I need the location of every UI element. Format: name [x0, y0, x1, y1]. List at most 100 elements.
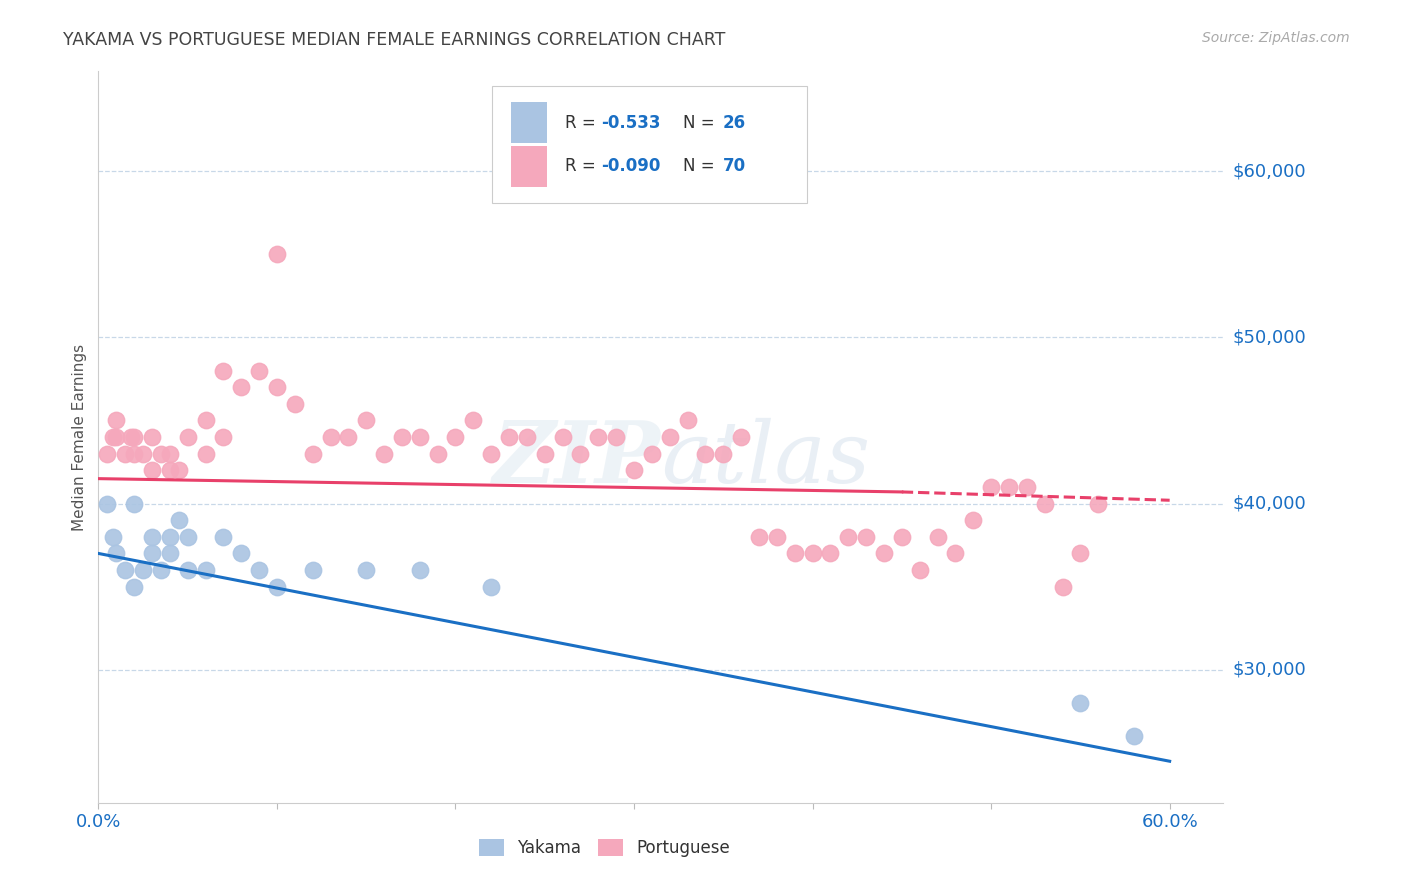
Point: [820, 546, 842, 560]
Point: [141, 463, 163, 477]
Point: [1033, 497, 1056, 511]
Point: [890, 530, 912, 544]
Point: [354, 413, 377, 427]
Point: [373, 447, 395, 461]
Point: [122, 447, 145, 461]
Point: [231, 380, 253, 394]
Point: [176, 563, 198, 577]
Point: [766, 530, 789, 544]
Point: [194, 563, 217, 577]
Point: [730, 430, 752, 444]
Point: [194, 413, 217, 427]
Point: [284, 397, 307, 411]
Point: [212, 363, 235, 377]
Point: [426, 447, 449, 461]
Text: -0.090: -0.090: [602, 158, 661, 176]
Text: N =: N =: [683, 113, 720, 131]
Point: [783, 546, 806, 560]
Text: Source: ZipAtlas.com: Source: ZipAtlas.com: [1202, 31, 1350, 45]
Point: [337, 430, 360, 444]
Point: [409, 563, 432, 577]
Point: [569, 447, 592, 461]
Point: [962, 513, 984, 527]
Point: [141, 430, 163, 444]
Point: [1069, 546, 1091, 560]
Point: [1087, 497, 1109, 511]
Point: [105, 430, 128, 444]
Text: YAKAMA VS PORTUGUESE MEDIAN FEMALE EARNINGS CORRELATION CHART: YAKAMA VS PORTUGUESE MEDIAN FEMALE EARNI…: [63, 31, 725, 49]
Point: [1123, 729, 1146, 743]
Point: [114, 447, 136, 461]
Point: [141, 530, 163, 544]
Point: [159, 546, 181, 560]
Point: [498, 430, 520, 444]
Point: [159, 447, 181, 461]
Text: 26: 26: [723, 113, 745, 131]
Point: [908, 563, 931, 577]
FancyBboxPatch shape: [492, 86, 807, 203]
Point: [159, 530, 181, 544]
Text: R =: R =: [565, 113, 602, 131]
Point: [1069, 696, 1091, 710]
Point: [101, 530, 124, 544]
Point: [96, 497, 118, 511]
Text: $40,000: $40,000: [1232, 494, 1306, 513]
Text: -0.533: -0.533: [602, 113, 661, 131]
Text: R =: R =: [565, 158, 602, 176]
Text: $50,000: $50,000: [1232, 328, 1306, 346]
Point: [479, 580, 502, 594]
Point: [105, 546, 128, 560]
Point: [605, 430, 627, 444]
Point: [212, 530, 235, 544]
Point: [149, 563, 172, 577]
Point: [176, 430, 198, 444]
Point: [837, 530, 859, 544]
Point: [122, 430, 145, 444]
Point: [105, 413, 128, 427]
Point: [301, 447, 323, 461]
Point: [212, 430, 235, 444]
Point: [641, 447, 664, 461]
Text: ZIP: ZIP: [494, 417, 661, 500]
Point: [114, 563, 136, 577]
Point: [516, 430, 538, 444]
Text: atlas: atlas: [661, 417, 870, 500]
Point: [167, 463, 190, 477]
Point: [167, 513, 190, 527]
Text: $30,000: $30,000: [1232, 661, 1306, 679]
Point: [266, 580, 288, 594]
Point: [301, 563, 323, 577]
FancyBboxPatch shape: [512, 103, 547, 143]
Point: [96, 447, 118, 461]
Point: [980, 480, 1002, 494]
Point: [1015, 480, 1038, 494]
Point: [1052, 580, 1074, 594]
Point: [176, 530, 198, 544]
Point: [658, 430, 681, 444]
Point: [479, 447, 502, 461]
Point: [998, 480, 1021, 494]
Point: [231, 546, 253, 560]
Point: [676, 413, 699, 427]
Point: [132, 563, 155, 577]
Point: [855, 530, 877, 544]
Point: [319, 430, 342, 444]
Point: [873, 546, 896, 560]
Point: [444, 430, 467, 444]
Point: [801, 546, 824, 560]
Point: [945, 546, 967, 560]
Point: [266, 247, 288, 261]
Point: [132, 447, 155, 461]
Point: [533, 447, 555, 461]
Point: [711, 447, 734, 461]
Point: [120, 430, 142, 444]
Point: [122, 580, 145, 594]
Point: [463, 413, 485, 427]
Legend: Yakama, Portuguese: Yakama, Portuguese: [472, 832, 737, 864]
Point: [159, 463, 181, 477]
Point: [354, 563, 377, 577]
Point: [101, 430, 124, 444]
Point: [266, 380, 288, 394]
Point: [149, 447, 172, 461]
Point: [748, 530, 770, 544]
